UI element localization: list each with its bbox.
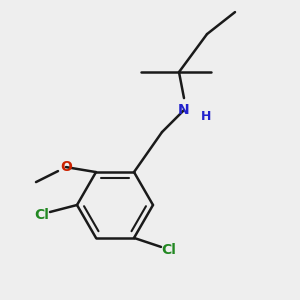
Text: H: H: [201, 110, 211, 123]
Text: N: N: [178, 103, 190, 117]
Text: Cl: Cl: [34, 208, 50, 222]
Text: Cl: Cl: [162, 243, 176, 257]
Text: O: O: [60, 160, 72, 174]
